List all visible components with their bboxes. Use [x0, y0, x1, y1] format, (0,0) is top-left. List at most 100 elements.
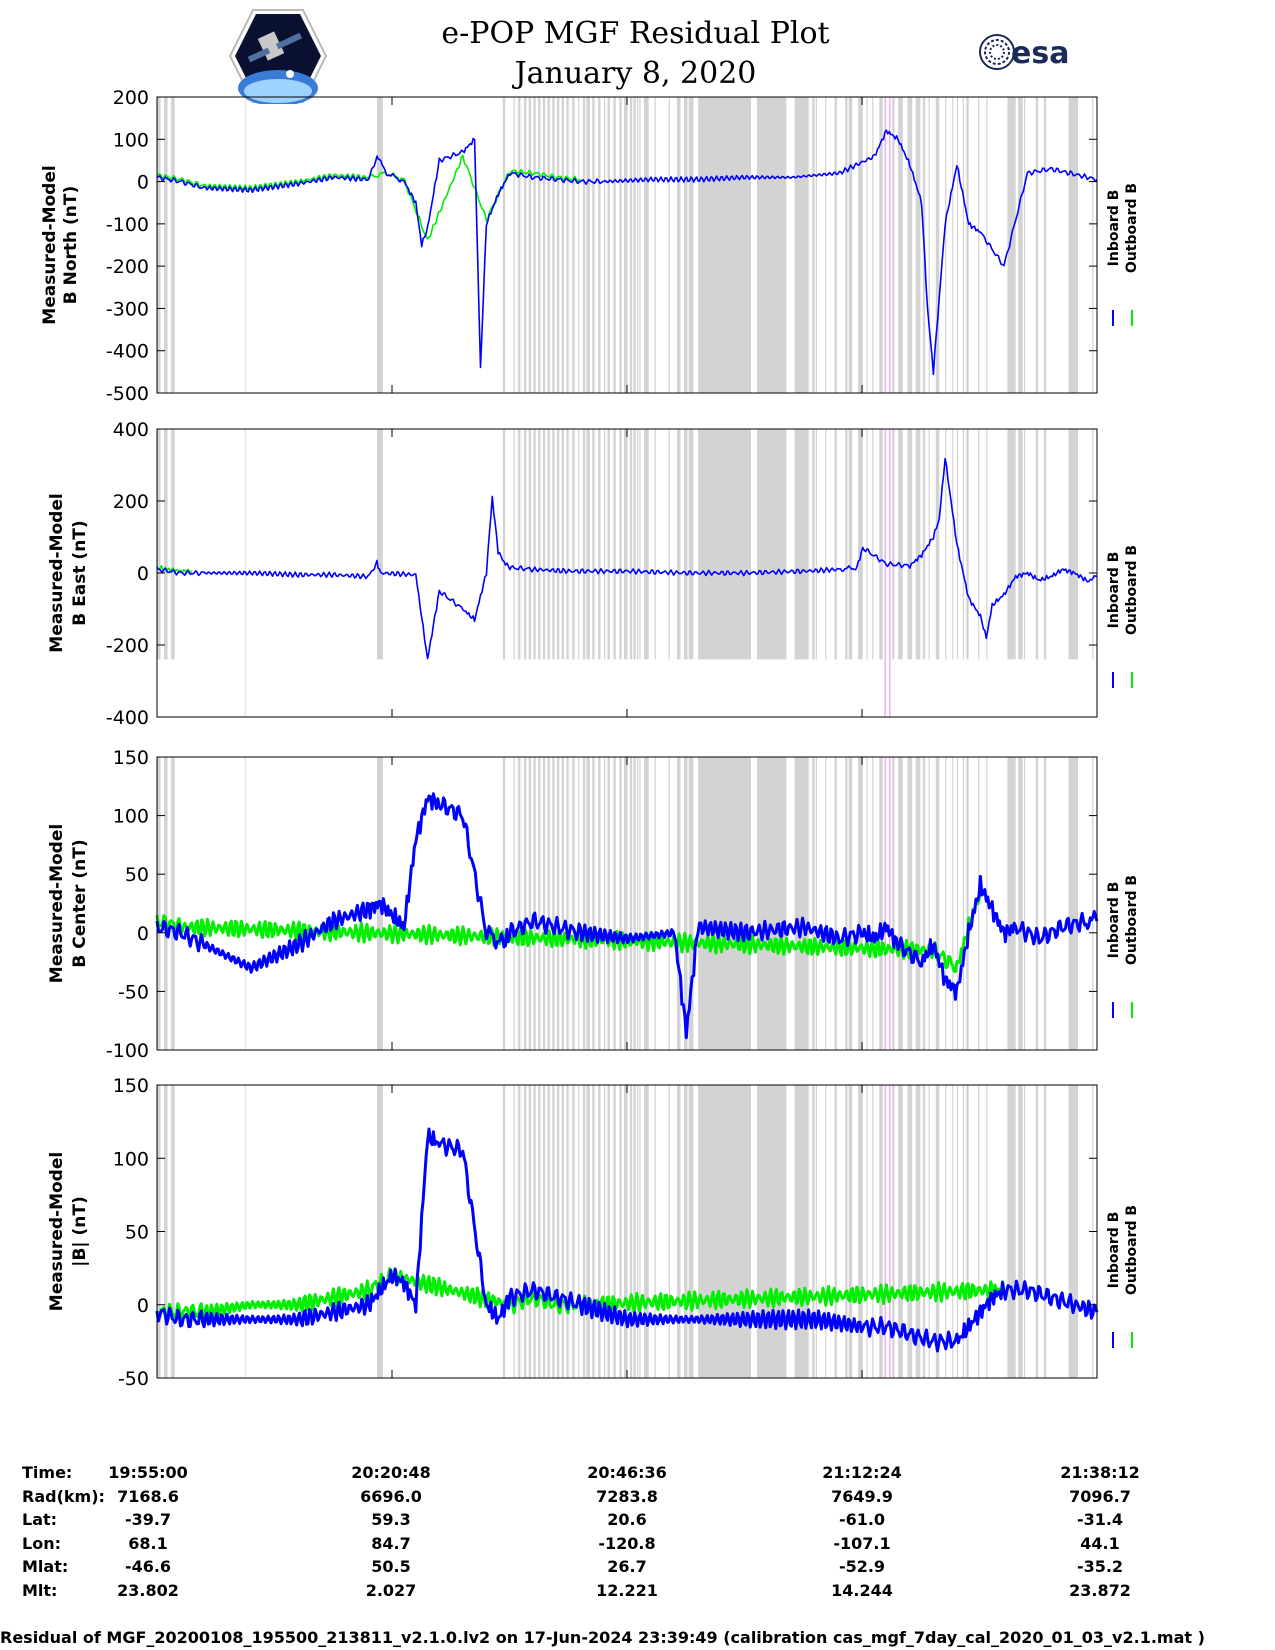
gap-band — [978, 97, 980, 393]
y-axis-label: B North (nT) — [61, 186, 81, 305]
gap-band — [376, 97, 383, 393]
gap-band — [566, 1085, 569, 1378]
gap-band — [825, 429, 827, 660]
orbit-row-value: -61.0 — [838, 1510, 886, 1529]
gap-band — [1023, 757, 1026, 1050]
gap-band — [683, 429, 688, 660]
y-tick-label: 400 — [113, 419, 149, 441]
gap-band — [698, 757, 752, 1050]
gap-band — [524, 757, 527, 1050]
gap-band — [879, 1085, 883, 1378]
gap-band — [668, 1085, 670, 1378]
gap-band — [619, 757, 622, 1050]
gap-band — [815, 97, 817, 393]
orbit-row-value: -120.8 — [598, 1533, 656, 1553]
gap-band — [915, 1085, 919, 1378]
gap-band — [858, 757, 863, 1050]
gap-band — [956, 1085, 959, 1378]
orbit-row-value: 2.027 — [365, 1580, 417, 1600]
gap-band — [845, 757, 848, 1050]
gap-band — [834, 757, 837, 1050]
gap-band — [542, 1085, 546, 1378]
gap-band — [858, 97, 863, 393]
orbit-row-value: -31.4 — [1076, 1510, 1124, 1529]
gap-band — [376, 1085, 383, 1378]
gap-band — [986, 757, 988, 1050]
gap-band — [502, 1085, 506, 1378]
orbit-row-value: 20:46:36 — [587, 1463, 667, 1482]
gap-band — [157, 757, 161, 1050]
gap-band — [1092, 757, 1094, 1050]
gap-band — [962, 429, 964, 660]
gap-band — [604, 757, 606, 1050]
y-tick-label: -300 — [106, 298, 149, 320]
y-tick-label: 50 — [125, 864, 149, 886]
gap-band — [952, 97, 954, 393]
gap-band — [845, 1085, 848, 1378]
gap-band — [528, 429, 532, 660]
gap-band — [825, 757, 827, 1050]
gap-band — [636, 757, 639, 1050]
gap-band — [825, 1085, 827, 1378]
gap-band — [907, 429, 913, 660]
gap-band — [629, 1085, 633, 1378]
gap-band — [613, 97, 616, 393]
gap-band — [986, 1085, 988, 1378]
gap-band — [848, 1085, 853, 1378]
gap-band — [918, 757, 921, 1050]
gap-band — [502, 429, 506, 660]
plot-title: e-POP MGF Residual Plot — [441, 16, 830, 51]
gap-band — [928, 757, 930, 1050]
gap-band — [533, 757, 536, 1050]
gap-band — [815, 429, 817, 660]
gap-band — [607, 757, 610, 1050]
gap-band — [542, 97, 546, 393]
gap-band — [935, 757, 940, 1050]
gap-band — [1043, 429, 1047, 660]
gap-band — [547, 757, 550, 1050]
gap-band — [945, 429, 947, 660]
gap-band — [756, 97, 787, 393]
gap-band — [898, 1085, 903, 1378]
gap-band — [756, 429, 787, 660]
gap-band — [879, 97, 883, 393]
gap-band — [582, 429, 586, 660]
legend-outboard-label: Outboard B — [1124, 1205, 1140, 1295]
gap-band — [552, 1085, 555, 1378]
gap-band — [528, 757, 532, 1050]
gap-band — [633, 1085, 636, 1378]
series-line-outboard — [156, 154, 581, 240]
gap-band — [1043, 97, 1047, 393]
gap-band — [848, 757, 853, 1050]
orbit-row-value: -35.2 — [1076, 1557, 1124, 1576]
gap-band — [1068, 757, 1075, 1050]
gap-band — [892, 429, 895, 660]
gap-band — [633, 97, 636, 393]
gap-band — [872, 97, 874, 393]
gap-band — [607, 1085, 610, 1378]
gap-band — [607, 429, 610, 660]
y-axis-label: Measured-Model — [40, 165, 60, 324]
orbit-row-value: 12.221 — [596, 1580, 658, 1600]
gap-band — [633, 757, 636, 1050]
series-line-inboard — [156, 129, 1098, 376]
gap-band — [1018, 97, 1023, 393]
orbit-row-value: 7283.8 — [596, 1486, 658, 1506]
gap-band — [538, 757, 541, 1050]
gap-band — [866, 757, 868, 1050]
gap-band — [592, 429, 595, 660]
gap-band — [935, 429, 940, 660]
gap-band — [639, 429, 641, 660]
gap-band — [566, 757, 569, 1050]
gap-band — [524, 97, 527, 393]
gap-band — [572, 1085, 575, 1378]
gap-band — [502, 757, 506, 1050]
gap-band — [945, 97, 947, 393]
gap-band — [1074, 757, 1079, 1050]
gap-band — [171, 97, 175, 393]
gap-band — [962, 757, 964, 1050]
gap-band — [1092, 97, 1094, 393]
gap-band — [1007, 97, 1016, 393]
gap-band — [586, 1085, 590, 1378]
y-axis-label: Measured-Model — [47, 824, 67, 983]
